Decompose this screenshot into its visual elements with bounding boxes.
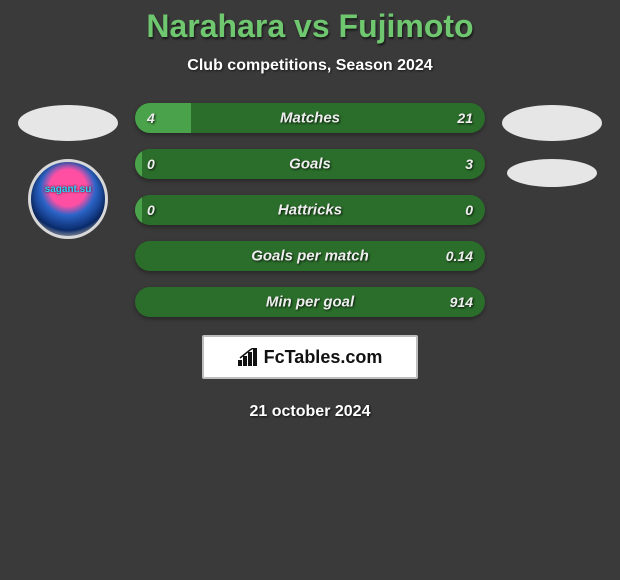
player-oval-right-top (502, 105, 602, 141)
left-column: sagant.su (13, 103, 123, 239)
stat-label: Goals (289, 156, 331, 173)
stat-right-value: 3 (465, 156, 473, 172)
right-column (497, 103, 607, 187)
brand-box[interactable]: FcTables.com (202, 335, 418, 379)
stat-label: Min per goal (266, 294, 354, 311)
player-oval-right-mid (507, 159, 597, 187)
stat-right-value: 21 (457, 110, 473, 126)
stat-right-value: 0 (465, 202, 473, 218)
bar-fill (135, 195, 142, 225)
bar-fill (135, 149, 142, 179)
stat-label: Matches (280, 110, 340, 127)
stat-bar: 4 Matches 21 (135, 103, 485, 133)
stat-label: Hattricks (278, 202, 342, 219)
stat-right-value: 914 (450, 294, 473, 310)
stats-area: sagant.su 4 Matches 21 0 Goals 3 0 Hattr… (0, 103, 620, 317)
bar-fill (135, 103, 191, 133)
stat-label: Goals per match (251, 248, 369, 265)
brand-text: FcTables.com (264, 347, 383, 368)
stat-bar: Min per goal 914 (135, 287, 485, 317)
badge-text: sagant.su (45, 184, 92, 195)
stat-left-value: 0 (147, 202, 155, 218)
page-title: Narahara vs Fujimoto (0, 8, 620, 45)
stat-bar: Goals per match 0.14 (135, 241, 485, 271)
stat-left-value: 4 (147, 110, 155, 126)
chart-icon (238, 348, 260, 366)
player-oval-left (18, 105, 118, 141)
subtitle: Club competitions, Season 2024 (0, 57, 620, 75)
stat-bar: 0 Hattricks 0 (135, 195, 485, 225)
stat-bar: 0 Goals 3 (135, 149, 485, 179)
stat-left-value: 0 (147, 156, 155, 172)
team-badge-left: sagant.su (28, 159, 108, 239)
stat-right-value: 0.14 (446, 248, 473, 264)
date: 21 october 2024 (0, 403, 620, 421)
stat-bars: 4 Matches 21 0 Goals 3 0 Hattricks 0 Goa… (135, 103, 485, 317)
